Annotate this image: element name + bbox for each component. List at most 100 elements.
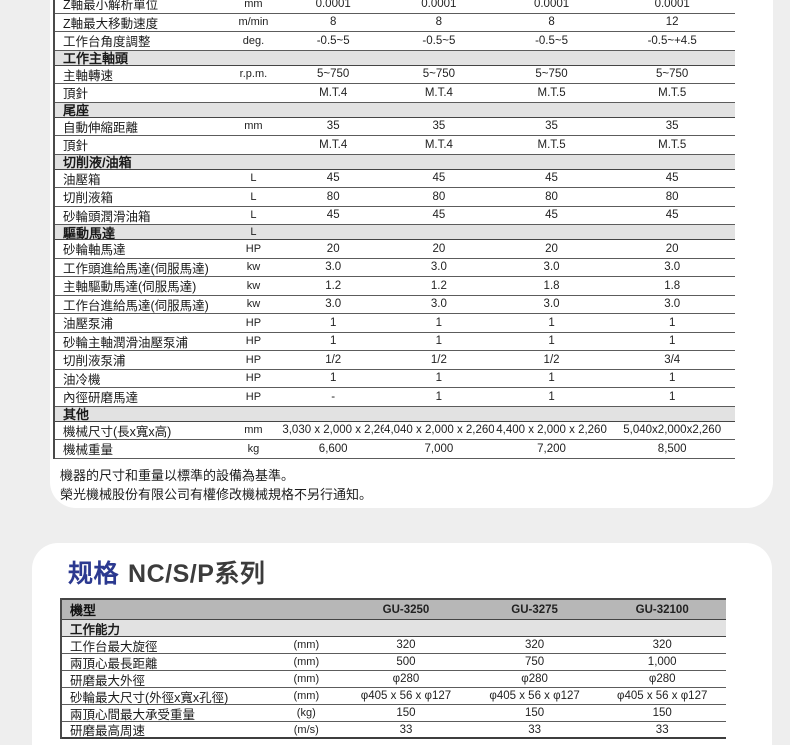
row-value: 150 bbox=[396, 707, 416, 719]
row-unit: (mm) bbox=[293, 690, 320, 702]
row-label: 兩頂心最長距離 bbox=[70, 656, 158, 671]
row-value: 320 bbox=[524, 639, 545, 651]
table-section-row: 驅動馬達 L bbox=[55, 225, 735, 241]
row-value: 35 bbox=[665, 120, 679, 133]
row-value: 0.0001 bbox=[654, 0, 690, 10]
row-value: 500 bbox=[396, 656, 416, 668]
row-label: 砂輪頭潤滑油箱 bbox=[63, 209, 151, 224]
row-value: 35 bbox=[432, 120, 446, 133]
row-label: 切削液箱 bbox=[63, 191, 114, 206]
row-value: 1 bbox=[548, 316, 555, 329]
row-label: 砂輪最大尺寸(外徑x寬x孔徑) bbox=[70, 690, 229, 705]
row-unit: (m/s) bbox=[293, 723, 319, 736]
main-spec-table: Z軸最小解析單位 mm 0.0001 0.0001 0.0001 0.0001 Z軸最大移動… bbox=[53, 0, 735, 459]
row-value: 0.0001 bbox=[533, 0, 570, 10]
row-unit: L bbox=[250, 172, 257, 185]
row-label: 工作主軸頭 bbox=[63, 51, 129, 66]
table-row: 研磨最大外徑 (mm) φ280 φ280 φ280 bbox=[62, 671, 726, 688]
row-value: 35 bbox=[545, 120, 558, 133]
row-value: 750 bbox=[524, 656, 545, 668]
table-row: 內徑研磨馬達 HP - 1 1 1 bbox=[55, 388, 735, 407]
row-unit: kw bbox=[246, 298, 261, 311]
row-value: 12 bbox=[665, 16, 679, 29]
table-row: 機械重量 kg 6,600 7,000 7,200 8,500 bbox=[55, 440, 735, 459]
row-value: 20 bbox=[545, 242, 558, 255]
row-label: 研磨最大外徑 bbox=[70, 673, 146, 688]
table-row: 砂輪最大尺寸(外徑x寬x孔徑) (mm) φ405 x 56 x φ127 φ405 … bbox=[62, 688, 726, 705]
row-label: 油冷機 bbox=[63, 372, 101, 387]
footnote-line: 機器的尺寸和重量以標準的設備為基準。 bbox=[60, 468, 295, 483]
row-value: 3.0 bbox=[325, 298, 342, 311]
row-value: 20 bbox=[326, 242, 340, 255]
row-label: 主軸驅動馬達(伺服馬達) bbox=[63, 280, 197, 295]
row-value: 1,000 bbox=[647, 656, 677, 668]
row-unit: HP bbox=[245, 390, 262, 403]
row-value: 3,030 x 2,000 x 2,260 bbox=[282, 424, 385, 437]
row-label: 機械重量 bbox=[63, 443, 114, 458]
row-value: -0.5~5 bbox=[316, 34, 350, 47]
row-value: 1/2 bbox=[543, 353, 560, 366]
row-unit: HP bbox=[245, 242, 262, 255]
row-value: 0.0001 bbox=[421, 0, 457, 10]
row-label: 尾座 bbox=[63, 103, 90, 118]
row-value: 1 bbox=[548, 335, 555, 348]
row-value: -0.5~+4.5 bbox=[647, 34, 697, 47]
row-value: 45 bbox=[432, 209, 446, 222]
table-row: 工作台進給馬達(伺服馬達) kw 3.0 3.0 3.0 3.0 bbox=[55, 295, 735, 314]
row-value: 320 bbox=[396, 639, 416, 651]
row-value: 1 bbox=[435, 390, 443, 403]
row-value: 3.0 bbox=[543, 298, 560, 311]
row-label: 自動伸縮距離 bbox=[63, 120, 139, 135]
row-label: 內徑研磨馬達 bbox=[63, 391, 139, 406]
row-label: 主軸轉速 bbox=[63, 68, 114, 83]
row-value: 4,040 x 2,000 x 2,260 bbox=[384, 424, 494, 437]
table-row: 主軸驅動馬達(伺服馬達) kw 1.2 1.2 1.8 1.8 bbox=[55, 277, 735, 296]
table-row: 切削液泵浦 HP 1/2 1/2 1/2 3/4 bbox=[55, 351, 735, 370]
series-spec-card: 规格 NC/S/P系列 機型 GU-3250 GU-3275 GU-32100 工… bbox=[32, 543, 772, 745]
row-value: 33 bbox=[655, 723, 669, 736]
row-value: 3.0 bbox=[430, 261, 447, 274]
table-section-row: 工作能力 bbox=[62, 620, 726, 637]
row-unit: (kg) bbox=[296, 707, 316, 719]
row-label: 兩頂心間最大承受重量 bbox=[70, 707, 196, 722]
row-value: 1 bbox=[435, 316, 443, 329]
model-name: GU-32100 bbox=[635, 603, 689, 616]
row-value: φ280 bbox=[648, 673, 676, 685]
model-header-row: 機型 GU-3250 GU-3275 GU-32100 bbox=[62, 598, 726, 620]
table-row: 油壓箱 L 45 45 45 45 bbox=[55, 169, 735, 188]
row-unit: mm bbox=[244, 424, 263, 437]
row-value: 45 bbox=[545, 172, 558, 185]
table-row: 工作台角度調整 deg. -0.5~5 -0.5~5 -0.5~5 -0.5~+4.5 bbox=[55, 32, 735, 51]
row-value: - bbox=[331, 390, 336, 403]
row-value: 5~750 bbox=[317, 68, 350, 81]
row-value: -0.5~5 bbox=[535, 34, 569, 47]
table-row: Z軸最小解析單位 mm 0.0001 0.0001 0.0001 0.0001 bbox=[55, 0, 735, 14]
row-value: 1 bbox=[548, 372, 555, 385]
table-section-row: 切削液/油箱 bbox=[55, 154, 735, 170]
row-unit: mm bbox=[244, 0, 263, 10]
table-row: 切削液箱 L 80 80 80 80 bbox=[55, 188, 735, 207]
table-row: 研磨最高周速 (m/s) 33 33 33 bbox=[62, 722, 726, 739]
series-spec-table: 機型 GU-3250 GU-3275 GU-32100 工作能力 工作台最大旋徑 (… bbox=[60, 598, 726, 739]
row-value: 3.0 bbox=[664, 261, 681, 274]
row-value: 1 bbox=[329, 316, 337, 329]
row-value: 1.8 bbox=[543, 279, 560, 292]
row-unit: L bbox=[250, 226, 257, 238]
row-value: 5~750 bbox=[656, 68, 689, 81]
table-row: 油冷機 HP 1 1 1 1 bbox=[55, 369, 735, 388]
row-value: 1/2 bbox=[430, 353, 447, 366]
row-unit: (mm) bbox=[293, 639, 320, 651]
main-spec-card: Z軸最小解析單位 mm 0.0001 0.0001 0.0001 0.0001 Z軸最大移動… bbox=[50, 0, 773, 508]
row-value: 45 bbox=[326, 209, 340, 222]
row-value: M.T.4 bbox=[424, 138, 453, 151]
row-value: 45 bbox=[665, 209, 679, 222]
row-label: Z軸最小解析單位 bbox=[63, 0, 159, 13]
row-unit: r.p.m. bbox=[239, 68, 268, 81]
row-value: 1 bbox=[668, 372, 676, 385]
row-unit: HP bbox=[245, 353, 262, 366]
row-value: 1.8 bbox=[664, 279, 681, 292]
row-value: 7,200 bbox=[537, 442, 566, 455]
row-unit: kw bbox=[246, 261, 261, 274]
row-value: 3.0 bbox=[430, 298, 447, 311]
